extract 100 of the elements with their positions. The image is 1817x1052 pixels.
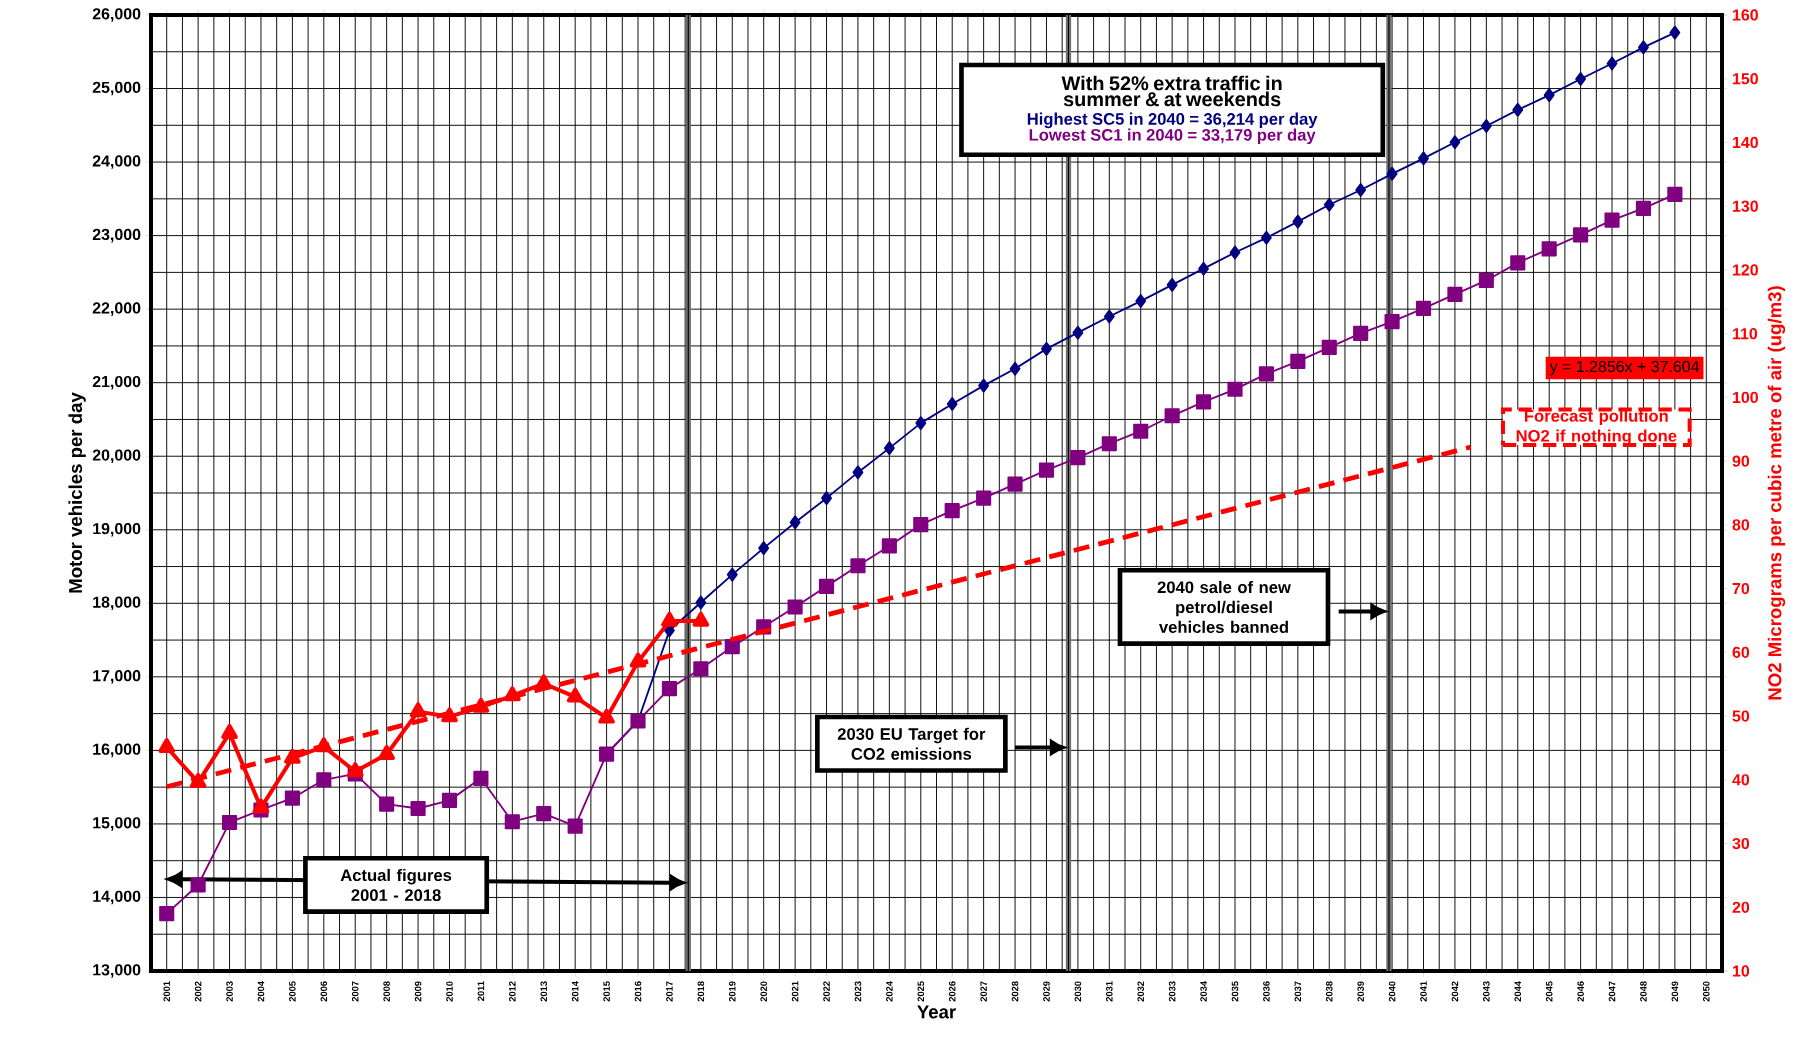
point <box>881 538 897 554</box>
x-tick-label: 2004 <box>257 981 265 1002</box>
y2-tick-label: 90 <box>1732 455 1750 467</box>
point <box>1198 261 1209 276</box>
x-tick-label: 2015 <box>603 981 610 1002</box>
x-tick-label: 2050 <box>1703 981 1710 1002</box>
x-tick-label: 2013 <box>540 981 548 1002</box>
y2-tick-label: 150 <box>1733 73 1758 85</box>
y2-tick-label: 70 <box>1732 582 1750 595</box>
x-tick-label: 2029 <box>1043 981 1050 1002</box>
point <box>598 708 615 724</box>
y-tick-label: 22,000 <box>92 302 141 316</box>
point <box>1635 200 1652 216</box>
point <box>1292 214 1304 229</box>
point <box>852 465 864 480</box>
x-tick-label: 2034 <box>1200 981 1207 1002</box>
x-tick-label: 2038 <box>1325 981 1333 1002</box>
point <box>1041 341 1052 356</box>
point <box>190 877 206 893</box>
y-tick-label: 19,000 <box>93 522 141 537</box>
point <box>1667 186 1683 202</box>
point <box>944 503 960 519</box>
x-tick-label: 2042 <box>1451 981 1459 1002</box>
point <box>252 798 270 814</box>
y-axis-title: Motor vehicles per day <box>68 392 86 593</box>
point <box>1135 294 1147 308</box>
point <box>1480 119 1492 133</box>
x-tick-label: 2036 <box>1263 981 1270 1002</box>
y2-axis-title: NO2 Micrograms per cubic metre of air (ug/m3) <box>1767 286 1786 700</box>
point <box>221 723 238 739</box>
x-tick-label: 2040 <box>1388 981 1396 1002</box>
point <box>695 595 707 610</box>
point <box>1541 241 1557 257</box>
point <box>316 772 332 788</box>
y-tick-label: 25,000 <box>92 81 141 96</box>
point <box>1510 255 1526 271</box>
point <box>913 517 929 533</box>
x-tick-label: 2023 <box>854 981 862 1002</box>
x-tick-label: 2024 <box>886 981 893 1002</box>
x-tick-label: 2019 <box>728 981 736 1002</box>
x-tick-label: 2045 <box>1545 981 1553 1002</box>
point <box>1447 286 1463 303</box>
point <box>221 814 238 831</box>
point <box>1449 135 1461 150</box>
point <box>1638 40 1649 55</box>
point <box>818 578 835 594</box>
point <box>724 639 740 655</box>
point <box>441 707 458 723</box>
point <box>821 491 832 506</box>
point <box>1196 394 1212 410</box>
x-tick-label: 2010 <box>446 981 453 1002</box>
y2-tick-label: 100 <box>1733 391 1758 404</box>
point <box>1323 197 1335 212</box>
y-tick-label: 26,000 <box>92 8 141 22</box>
point <box>1478 272 1494 289</box>
y-tick-label: 21,000 <box>92 375 141 390</box>
x-tick-label: 2009 <box>414 981 422 1002</box>
y2-tick-label: 50 <box>1732 710 1750 722</box>
point <box>1227 381 1243 397</box>
y-tick-label: 15,000 <box>93 817 141 831</box>
point <box>787 599 803 615</box>
point <box>661 681 677 697</box>
point <box>1384 314 1400 330</box>
point <box>978 378 990 393</box>
point <box>441 792 458 808</box>
point <box>567 818 583 834</box>
point <box>159 906 175 922</box>
point <box>1261 230 1272 245</box>
x-tick-label: 2027 <box>980 981 987 1002</box>
point <box>976 490 992 506</box>
point <box>1669 25 1681 40</box>
point <box>473 770 489 786</box>
point <box>1606 56 1618 71</box>
x-tick-label: 2008 <box>383 981 390 1002</box>
x-tick-label: 2049 <box>1671 981 1679 1002</box>
x-tick-label: 2005 <box>289 981 296 1002</box>
y2-tick-label: 140 <box>1733 136 1758 149</box>
x-tick-label: 2039 <box>1357 981 1364 1002</box>
point <box>1290 353 1306 369</box>
point <box>915 416 927 431</box>
point <box>1166 277 1178 292</box>
point <box>1353 325 1369 341</box>
point <box>1512 102 1524 117</box>
annotation: 2040 sale of new petrol/diesel vehicles banned <box>1157 580 1291 634</box>
x-tick-label: 2026 <box>948 981 956 1002</box>
point <box>1007 476 1023 492</box>
y2-tick-label: 130 <box>1733 200 1758 212</box>
point <box>378 744 395 760</box>
point <box>1386 166 1398 181</box>
x-tick-label: 2047 <box>1608 981 1616 1002</box>
point <box>284 748 301 764</box>
point <box>1575 72 1587 86</box>
y-tick-label: 18,000 <box>93 596 141 611</box>
x-tick-label: 2048 <box>1640 981 1647 1002</box>
point <box>1164 408 1180 424</box>
point <box>1355 183 1367 197</box>
point <box>1072 325 1084 340</box>
point <box>1321 339 1337 355</box>
x-tick-label: 2037 <box>1294 981 1302 1002</box>
point <box>315 737 333 753</box>
